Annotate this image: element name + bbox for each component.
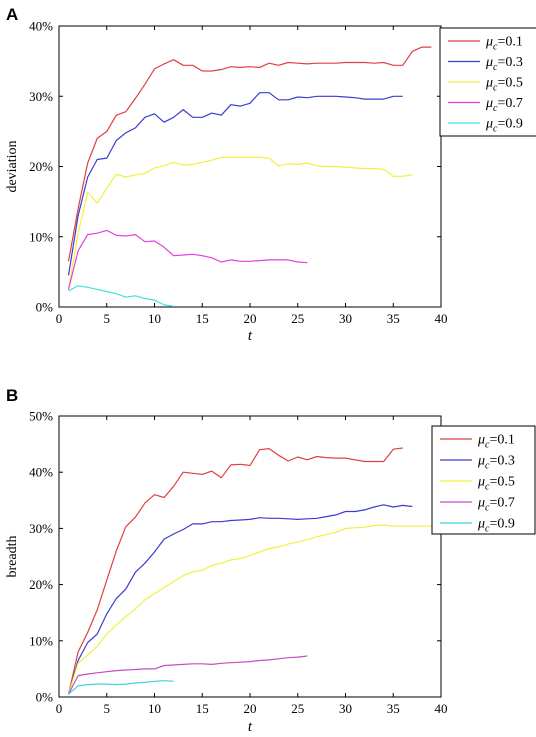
x-tick-label: 25 [291,701,304,716]
legend-entry: μc=0.3 [485,55,523,73]
y-tick-label: 30% [29,521,53,536]
legend-entry: μc=0.5 [485,76,523,94]
x-tick-label: 20 [244,311,257,326]
legend-entry: μc=0.1 [485,35,523,53]
x-tick-label: 10 [148,311,161,326]
legend-entry: μc=0.9 [485,117,523,135]
legend-entry: μc=0.3 [477,454,515,472]
legend-entry: μc=0.5 [477,475,515,493]
y-tick-label: 0% [36,690,54,705]
legend-entry: μc=0.7 [477,496,515,514]
series-line-3 [67,524,432,695]
y-tick-label: 0% [36,300,54,315]
y-tick-label: 10% [29,229,53,244]
legend: μc=0.1 μc=0.3 μc=0.5 μc=0.7 μc=0.9 [439,27,536,137]
legend-entry: μc=0.9 [477,517,515,535]
panel-letter: A [6,5,18,24]
series-line-5 [68,285,174,307]
chart-panel-a: A 0 5 10 15 20 25 30 35 40 0% 10% 20% 30% 40% deviation… [5,5,536,344]
legend: μc=0.1 μc=0.3 μc=0.5 μc=0.7 μc=0.9 [431,425,536,535]
series-line-4 [67,229,308,290]
legend-entry: μc=0.7 [485,96,523,114]
series-line-5 [68,680,174,695]
series-line-3 [67,156,413,290]
x-tick-label: 40 [435,701,448,716]
x-tick-label: 0 [56,701,63,716]
y-tick-label: 40% [29,19,53,34]
legend-entry: μc=0.1 [477,433,515,451]
x-tick-label: 10 [148,701,161,716]
x-tick-label: 30 [339,701,352,716]
panel-letter: B [6,386,18,405]
x-tick-label: 5 [104,311,111,326]
x-tick-label: 35 [387,701,400,716]
x-tick-label: 35 [387,311,400,326]
chart-panel-b: B 0 5 10 15 20 25 30 35 40 0% 10% 20% 30% 40% 50% breadt… [5,386,536,735]
series-line-2 [67,504,413,695]
x-tick-label: 20 [244,701,257,716]
y-tick-label: 50% [29,409,53,424]
y-axis-label: deviation [5,140,20,192]
x-tick-label: 15 [196,701,209,716]
x-tick-label: 0 [56,311,63,326]
y-tick-label: 20% [29,577,53,592]
x-tick-label: 5 [104,701,111,716]
x-tick-label: 40 [435,311,448,326]
series-line-1 [67,46,432,262]
y-tick-label: 10% [29,633,53,648]
series-line-1 [67,447,403,695]
x-axis-label: t [248,719,253,735]
plot-frame [58,415,442,698]
x-tick-label: 15 [196,311,209,326]
series-line-4 [67,655,308,695]
x-axis-label: t [248,328,253,344]
plot-frame [58,25,442,308]
y-tick-label: 30% [29,89,53,104]
x-tick-label: 25 [291,311,304,326]
y-tick-label: 20% [29,159,53,174]
x-tick-label: 30 [339,311,352,326]
series-line-2 [67,92,403,276]
y-tick-label: 40% [29,465,53,480]
y-axis-label: breadth [5,536,20,578]
legend-box [431,425,536,535]
